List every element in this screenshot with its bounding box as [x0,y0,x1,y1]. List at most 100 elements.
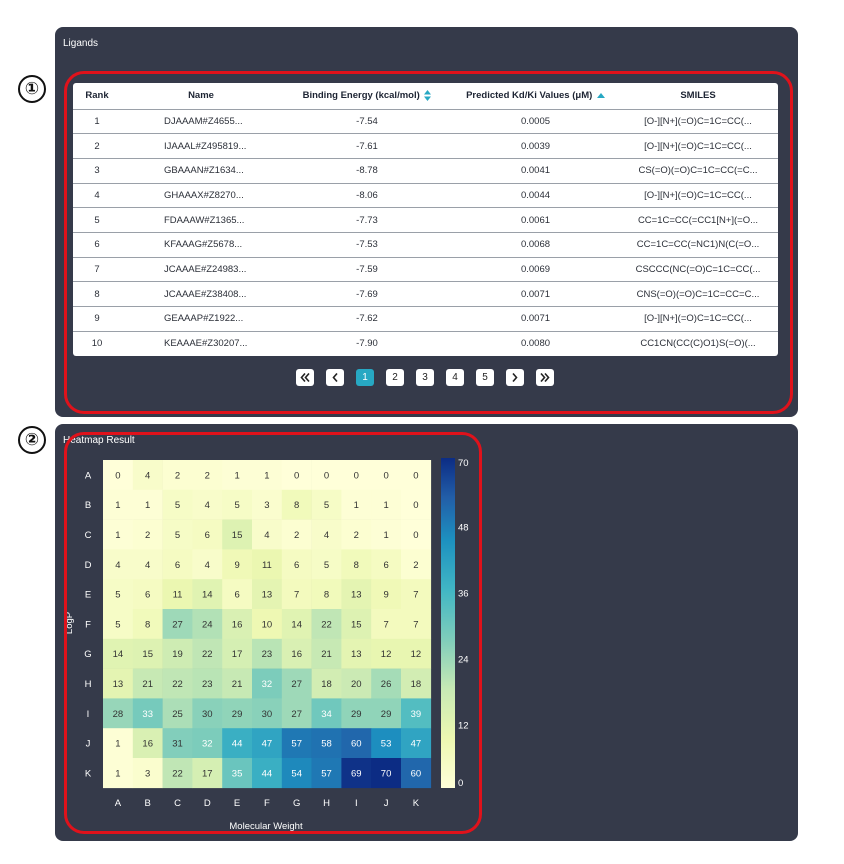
heatmap-cell [341,698,372,729]
heatmap-cell [162,460,193,491]
column-header-name[interactable]: Name [121,83,281,110]
heatmap-cell-label: 13 [113,679,124,690]
y-axis-title: LogP [64,612,75,634]
heatmap-cell [341,728,372,759]
heatmap-cell-label: 31 [172,739,183,750]
heatmap-cell [371,668,402,699]
cell-rank: 4 [73,183,121,209]
heatmap-cell [222,698,253,729]
heatmap-cell [281,698,312,729]
heatmap-cell-label: 4 [115,560,120,571]
heatmap-cell-label: 32 [202,739,213,750]
x-tick-label: F [264,798,270,809]
cell-binding-energy: -7.73 [281,207,453,233]
heatmap-cell-label: 21 [232,679,243,690]
cell-binding-energy: -7.61 [281,133,453,159]
y-tick-label: E [85,590,91,601]
heatmap-cell [192,519,223,550]
heatmap-cell [311,460,342,491]
heatmap-cell-label: 2 [354,530,359,541]
cell-kd-value: 0.0039 [453,133,618,159]
column-header-predicted-kd[interactable]: Predicted Kd/Ki Values (μM) [453,83,618,110]
heatmap-cell-label: 11 [173,590,183,601]
column-header-binding-energy[interactable]: Binding Energy (kcal/mol) [281,83,453,110]
heatmap-cell-label: 1 [115,739,120,750]
colorbar [441,458,455,788]
cell-rank: 3 [73,158,121,184]
heatmap-cell [132,698,163,729]
cell-kd-value: 0.0071 [453,306,618,332]
heatmap-cell [222,579,253,610]
table-row[interactable]: 7 JCAAAE#Z24983... -7.59 0.0069 CSCCC(NC(=O)… [73,257,778,283]
heatmap-cell [341,668,372,699]
prev-page-button[interactable] [326,369,344,386]
table-row[interactable]: 6 KFAAAG#Z5678... -7.53 0.0068 CC=1C=CC(=NC1… [73,232,778,258]
table-row[interactable]: 9 GEAAAP#Z1922... -7.62 0.0071 [O-][N+](=O)C… [73,306,778,332]
cell-kd-value: 0.0068 [453,232,618,258]
heatmap-cell-label: 1 [383,530,388,541]
heatmap-cell [162,698,193,729]
first-page-button[interactable] [296,369,314,386]
heatmap-cell-label: 44 [262,768,273,779]
last-page-button[interactable] [536,369,554,386]
sort-ascending-icon[interactable] [596,92,605,99]
heatmap-cell-label: 25 [172,709,183,720]
heatmap-cell [192,638,223,669]
x-tick-label: B [145,798,151,809]
heatmap-cell-label: 5 [175,530,180,541]
table-row[interactable]: 2 IJAAAL#Z495819... -7.61 0.0039 [O-][N+](=O… [73,133,778,159]
heatmap-cell-label: 26 [381,679,392,690]
heatmap-cell-label: 2 [145,530,150,541]
table-row[interactable]: 5 FDAAAW#Z1365... -7.73 0.0061 CC=1C=CC(=CC1… [73,207,778,233]
column-header-rank[interactable]: Rank [73,83,121,110]
heatmap-cell-label: 3 [264,500,269,511]
y-tick-label: B [85,500,91,511]
sort-both-icon[interactable] [424,90,432,102]
heatmap-cell [341,549,372,580]
heatmap-cell [341,638,372,669]
heatmap-cell [371,579,402,610]
heatmap-cell [281,519,312,550]
table-row[interactable]: 1 DJAAAM#Z4655... -7.54 0.0005 [O-][N+](=O)C… [73,109,778,135]
table-row[interactable]: 10 KEAAAE#Z30207... -7.90 0.0080 CC1CN(CC(C)… [73,331,778,356]
heatmap-cell [401,758,432,789]
heatmap-cell-label: 13 [262,590,273,601]
heatmap-cell [281,728,312,759]
heatmap-cell-label: 16 [291,649,302,660]
page-button-4[interactable]: 4 [446,369,464,386]
heatmap-cell [341,519,372,550]
heatmap-cell-label: 6 [383,560,388,571]
heatmap-cell [103,698,134,729]
page-button-3[interactable]: 3 [416,369,434,386]
double-chevron-right-icon [540,373,550,382]
heatmap-cell [103,609,134,640]
cell-name: DJAAAM#Z4655... [121,109,281,135]
heatmap-cell-label: 34 [321,709,332,720]
page-button-1[interactable]: 1 [356,369,374,386]
heatmap-cell [401,638,432,669]
heatmap-cell-label: 5 [324,500,329,511]
table-row[interactable]: 8 JCAAAE#Z38408... -7.69 0.0071 CNS(=O)(=O)C… [73,281,778,307]
cell-smiles: [O-][N+](=O)C=1C=CC(... [618,183,778,209]
y-tick-label: G [84,649,91,660]
heatmap-cell [132,519,163,550]
heatmap-cell-label: 60 [411,768,422,779]
table-row[interactable]: 4 GHAAAX#Z8270... -8.06 0.0044 [O-][N+](=O)C… [73,183,778,209]
column-header-smiles[interactable]: SMILES [618,83,778,110]
heatmap-cell [311,609,342,640]
heatmap-cell [252,638,283,669]
heatmap-cell-label: 2 [294,530,299,541]
heatmap-cell-label: 28 [113,709,124,720]
page-button-2[interactable]: 2 [386,369,404,386]
heatmap-cell-label: 4 [145,470,150,481]
heatmap-cell [341,489,372,520]
heatmap-cell [371,728,402,759]
heatmap-cell-label: 7 [413,619,418,630]
heatmap-cell-label: 1 [383,500,388,511]
page-button-5[interactable]: 5 [476,369,494,386]
table-row[interactable]: 3 GBAAAN#Z1634... -8.78 0.0041 CS(=O)(=O)C=1… [73,158,778,184]
heatmap-cell [222,609,253,640]
colorbar-tick-label: 36 [458,588,469,599]
next-page-button[interactable] [506,369,524,386]
